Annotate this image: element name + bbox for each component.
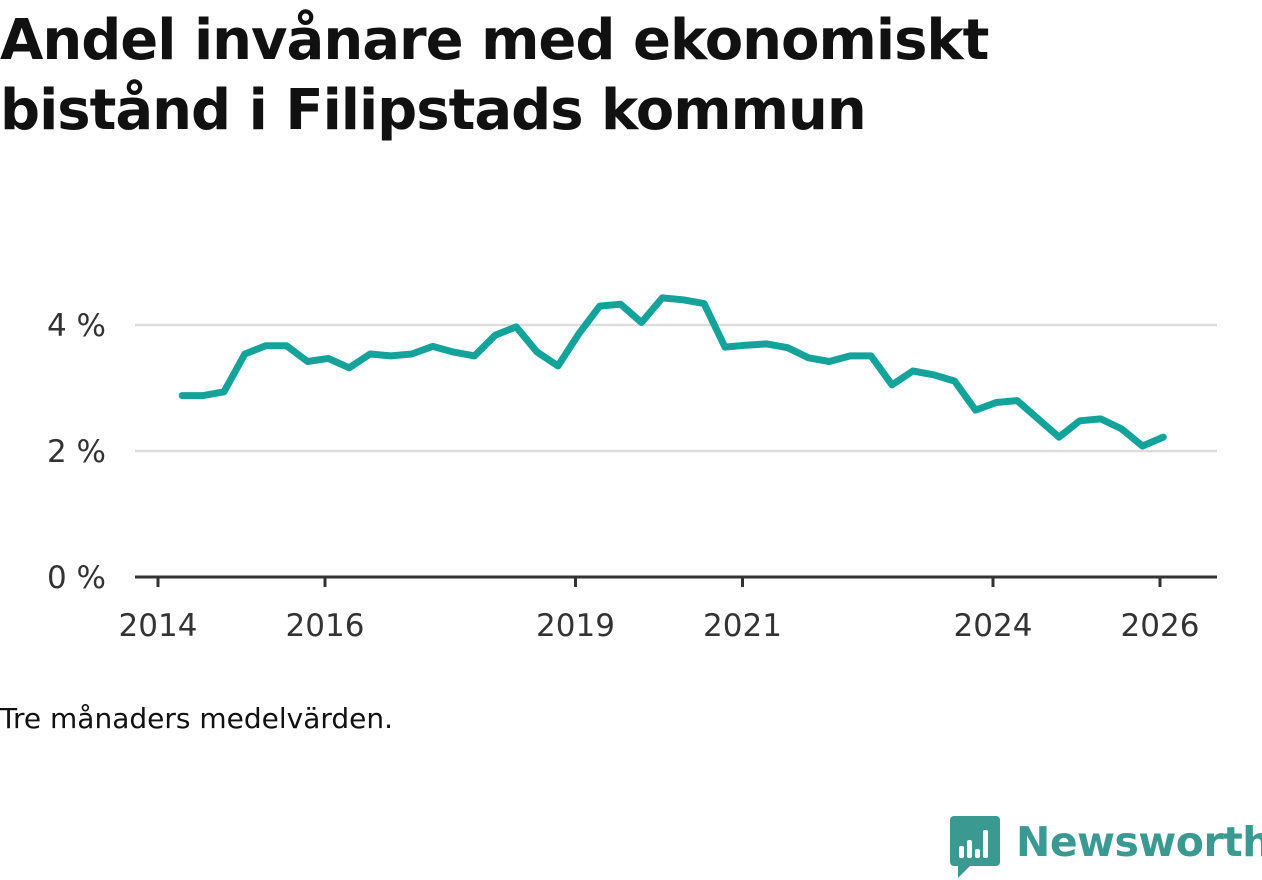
chart-caption: Tre månaders medelvärden. xyxy=(0,702,394,735)
gridlines xyxy=(135,323,1217,453)
x-axis-ticks: 2014 2016 2019 2021 2024 2026 xyxy=(119,577,1200,644)
y-axis-ticks: 0 % 2 % 4 % xyxy=(47,308,106,596)
brand[interactable]: Newsworthy xyxy=(950,816,1262,880)
x-tick-label: 2014 xyxy=(119,608,198,644)
y-tick-label: 4 % xyxy=(47,308,106,344)
series-line xyxy=(178,294,1167,450)
x-tick-label: 2019 xyxy=(536,608,615,644)
y-tick-label: 2 % xyxy=(47,434,106,470)
y-tick-label: 0 % xyxy=(47,560,106,596)
x-tick-label: 2016 xyxy=(286,608,365,644)
chart-title: Andel invånare med ekonomiskt bistånd i … xyxy=(0,8,989,143)
brand-name: Newsworthy xyxy=(1016,818,1262,866)
x-tick-label: 2021 xyxy=(703,608,782,644)
line-chart: 0 % 2 % 4 % 2014 2016 2019 2021 2024 2026 xyxy=(47,294,1217,644)
newsworthy-logo-icon xyxy=(950,816,1000,878)
x-tick-label: 2024 xyxy=(954,608,1033,644)
x-tick-label: 2026 xyxy=(1121,608,1200,644)
series-layer xyxy=(178,294,1167,450)
